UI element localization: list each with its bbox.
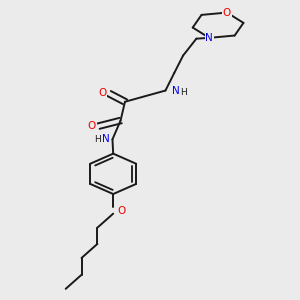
Text: N: N [172,85,180,96]
Text: O: O [223,8,231,18]
Text: N: N [102,134,110,144]
Text: O: O [98,88,106,98]
Text: O: O [117,206,125,216]
Text: N: N [206,33,213,43]
Text: H: H [94,135,101,144]
Text: O: O [88,121,96,131]
Text: H: H [181,88,187,97]
